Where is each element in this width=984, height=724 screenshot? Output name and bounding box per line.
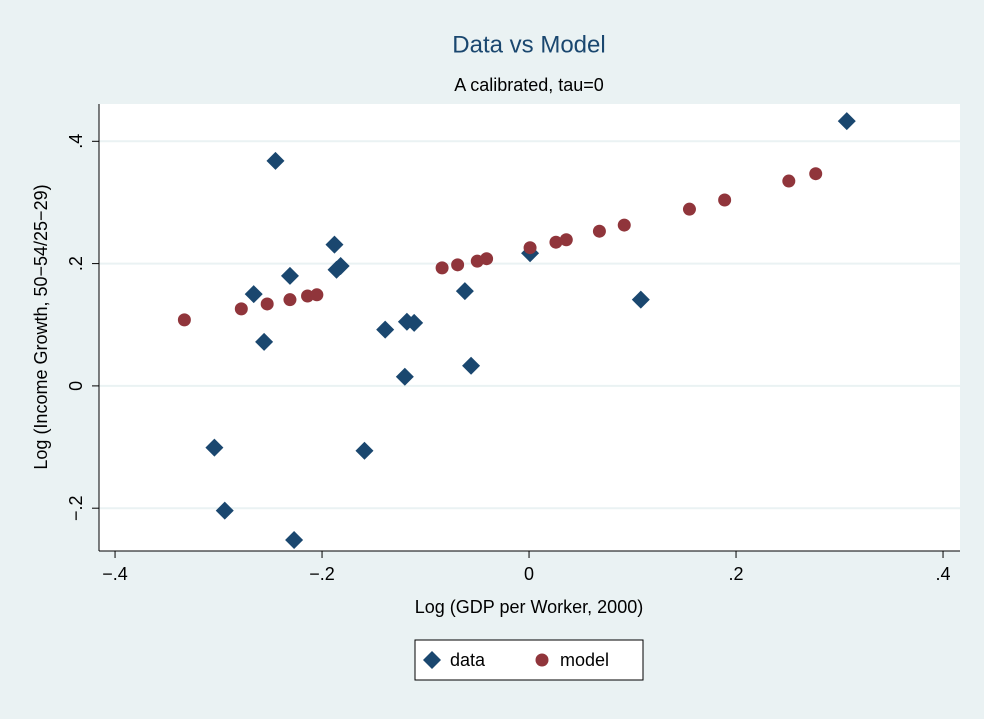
point — [455, 282, 474, 301]
x-tick-label: .2 — [729, 564, 744, 584]
y-tick-label: .2 — [66, 256, 86, 271]
y-tick-label: .4 — [66, 134, 86, 149]
legend-marker — [535, 653, 549, 667]
point — [592, 224, 606, 238]
y-tick-label: 0 — [66, 381, 86, 391]
point — [280, 266, 299, 285]
y-tick-label: −.2 — [66, 495, 86, 521]
point — [559, 233, 573, 247]
point — [331, 257, 350, 276]
y-axis-title: Log (Income Growth, 50−54/25−29) — [31, 184, 51, 469]
point — [782, 174, 796, 188]
point — [435, 261, 449, 275]
point — [177, 313, 191, 327]
point — [395, 367, 414, 386]
point — [325, 235, 344, 254]
point — [266, 151, 285, 170]
chart-title: Data vs Model — [452, 31, 605, 58]
point — [480, 252, 494, 266]
point — [451, 258, 465, 272]
point — [260, 297, 274, 311]
x-tick-label: −.2 — [309, 564, 335, 584]
point — [215, 501, 234, 520]
point — [244, 285, 263, 304]
point — [809, 167, 823, 181]
x-tick-label: .4 — [936, 564, 951, 584]
point — [355, 441, 374, 460]
point — [631, 290, 650, 309]
legend-box — [414, 639, 644, 681]
x-tick-label: 0 — [524, 564, 534, 584]
point — [310, 288, 324, 302]
x-axis-title: Log (GDP per Worker, 2000) — [415, 597, 643, 617]
point — [234, 302, 248, 316]
legend-label: model — [560, 650, 609, 670]
point — [205, 438, 224, 457]
legend-label: data — [450, 650, 486, 670]
point — [255, 332, 274, 351]
plot-area — [99, 104, 960, 551]
chart-subtitle: A calibrated, tau=0 — [454, 75, 604, 95]
point — [283, 293, 297, 307]
point — [837, 112, 856, 131]
point — [549, 235, 563, 249]
point — [376, 320, 395, 339]
legend-marker — [423, 651, 441, 669]
point — [718, 193, 732, 207]
point — [462, 356, 481, 375]
point — [682, 202, 696, 216]
point — [523, 241, 537, 255]
point — [285, 530, 304, 549]
point — [405, 313, 424, 332]
point — [617, 218, 631, 232]
x-tick-label: −.4 — [102, 564, 128, 584]
